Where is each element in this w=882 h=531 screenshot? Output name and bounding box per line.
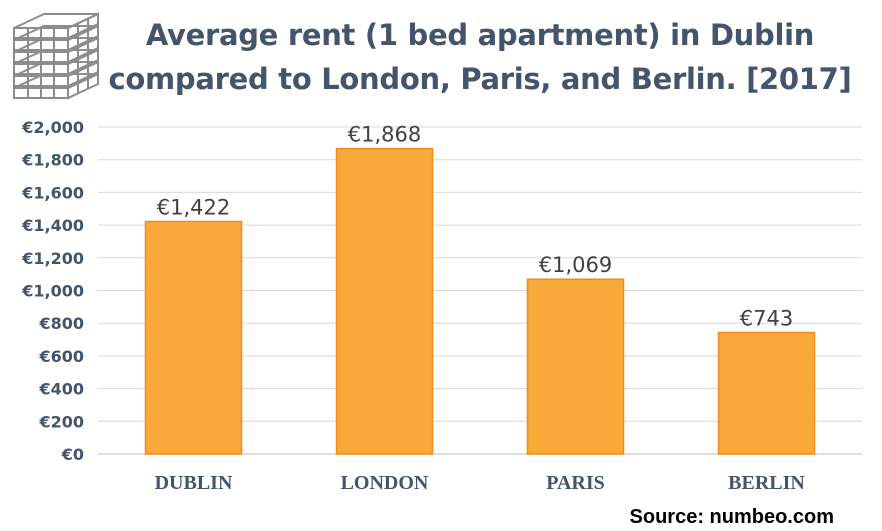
x-tick-label: BERLIN [728, 472, 805, 494]
data-label: €743 [740, 307, 793, 331]
bars [144, 147, 816, 455]
y-tick-label: €2,000 [21, 118, 84, 137]
data-label: €1,422 [157, 196, 230, 220]
bar-dublin [144, 220, 243, 455]
y-tick-label: €1,600 [21, 183, 84, 202]
y-axis-tick-labels: €0 €200 €400 €600 €800 €1,000 €1,200 €1,400 €1,6… [21, 118, 84, 464]
y-tick-label: €200 [38, 412, 84, 431]
bar-london [335, 147, 434, 455]
data-labels: €1,422 €1,868 €1,069 €743 [157, 123, 793, 331]
y-tick-label: €1,200 [21, 249, 84, 268]
y-tick-label: €1,000 [21, 282, 84, 301]
pallet-stack-icon [13, 12, 99, 99]
y-tick-label: €400 [38, 380, 84, 399]
source-note: Source: numbeo.com [629, 506, 834, 528]
x-tick-label: DUBLIN [155, 472, 233, 494]
data-label: €1,069 [539, 253, 612, 277]
data-label: €1,868 [348, 123, 421, 147]
y-tick-label: €1,800 [21, 151, 84, 170]
chart-title-line-2: compared to London, Paris, and Berlin. [… [108, 62, 852, 96]
y-tick-label: €1,400 [21, 216, 84, 235]
x-axis-category-labels: DUBLIN LONDON PARIS BERLIN [155, 472, 806, 494]
x-tick-label: PARIS [546, 472, 605, 494]
y-tick-label: €600 [38, 347, 84, 366]
y-tick-label: €0 [61, 445, 84, 464]
bar-berlin [717, 331, 816, 455]
bar-paris [526, 278, 625, 455]
chart-title-line-1: Average rent (1 bed apartment) in Dublin [145, 18, 815, 52]
y-tick-label: €800 [38, 314, 84, 333]
x-tick-label: LONDON [341, 472, 429, 494]
